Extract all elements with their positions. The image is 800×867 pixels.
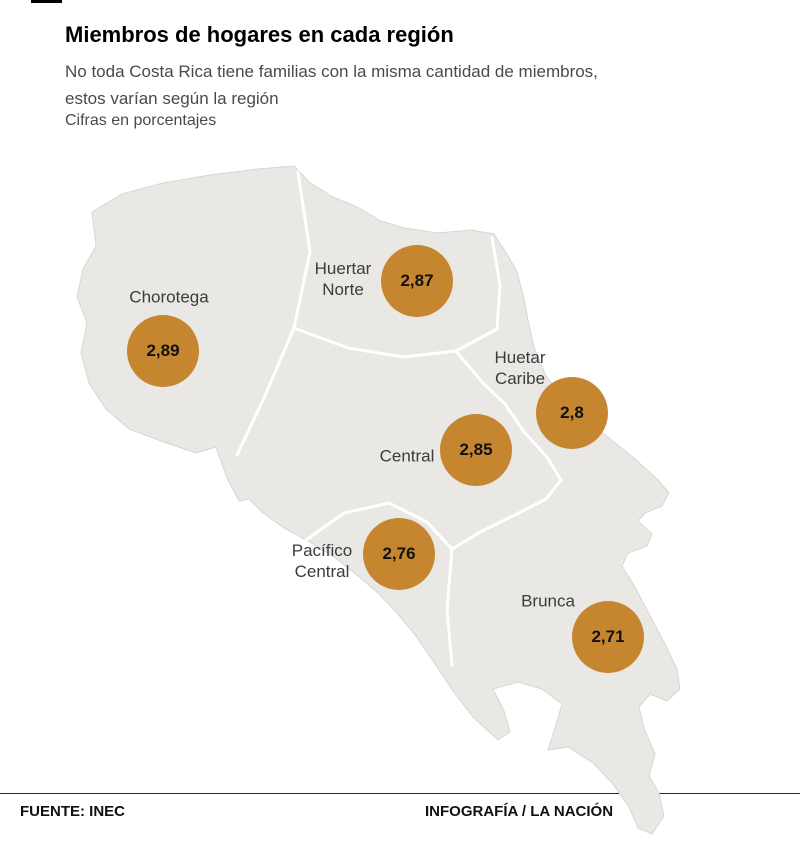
- region-bubble-pacifico-central: 2,76: [363, 518, 435, 590]
- region-value-central: 2,85: [459, 440, 493, 459]
- region-label-brunca: Brunca: [521, 591, 575, 611]
- country-outline: [76, 165, 681, 835]
- region-bubble-chorotega: 2,89: [127, 315, 199, 387]
- region-border-central-brunca: [450, 478, 563, 551]
- region-value-pacifico-central: 2,76: [382, 544, 416, 563]
- region-value-huetar-caribe: 2,8: [560, 403, 584, 422]
- region-label-huertar-norte: Huertar Norte: [314, 259, 372, 299]
- region-value-chorotega: 2,89: [146, 341, 180, 360]
- region-border-huetar-norte-south: [292, 326, 499, 359]
- footer-credit: INFOGRAFÍA / LA NACIÓN: [425, 803, 614, 820]
- region-label-huetar-caribe: Huetar Caribe: [494, 348, 546, 388]
- region-label-chorotega: Chorotega: [129, 287, 209, 307]
- region-value-huertar-norte: 2,87: [400, 271, 434, 290]
- region-label-pacifico-central: Pacífico Central: [291, 541, 353, 581]
- page-title: Miembros de hogares en cada región: [65, 22, 454, 47]
- units-note: Cifras en porcentajes: [65, 112, 217, 129]
- region-bubble-central: 2,85: [440, 414, 512, 486]
- region-value-brunca: 2,71: [591, 627, 625, 646]
- region-bubble-huertar-norte: 2,87: [381, 245, 453, 317]
- footer-source: FUENTE: INEC: [20, 803, 125, 820]
- region-bubble-huetar-caribe: 2,8: [536, 377, 608, 449]
- region-border-huetar-norte-east: [490, 236, 502, 331]
- accent-stub: [31, 0, 62, 3]
- region-border-central-caribe: [454, 349, 563, 482]
- subtitle: No toda Costa Rica tiene familias con la…: [65, 62, 598, 108]
- footer-divider: [0, 793, 800, 794]
- region-label-central: Central: [379, 446, 435, 466]
- region-border-pacifico-brunca: [445, 547, 454, 667]
- region-bubble-brunca: 2,71: [572, 601, 644, 673]
- region-border-central-pacifico: [304, 501, 454, 551]
